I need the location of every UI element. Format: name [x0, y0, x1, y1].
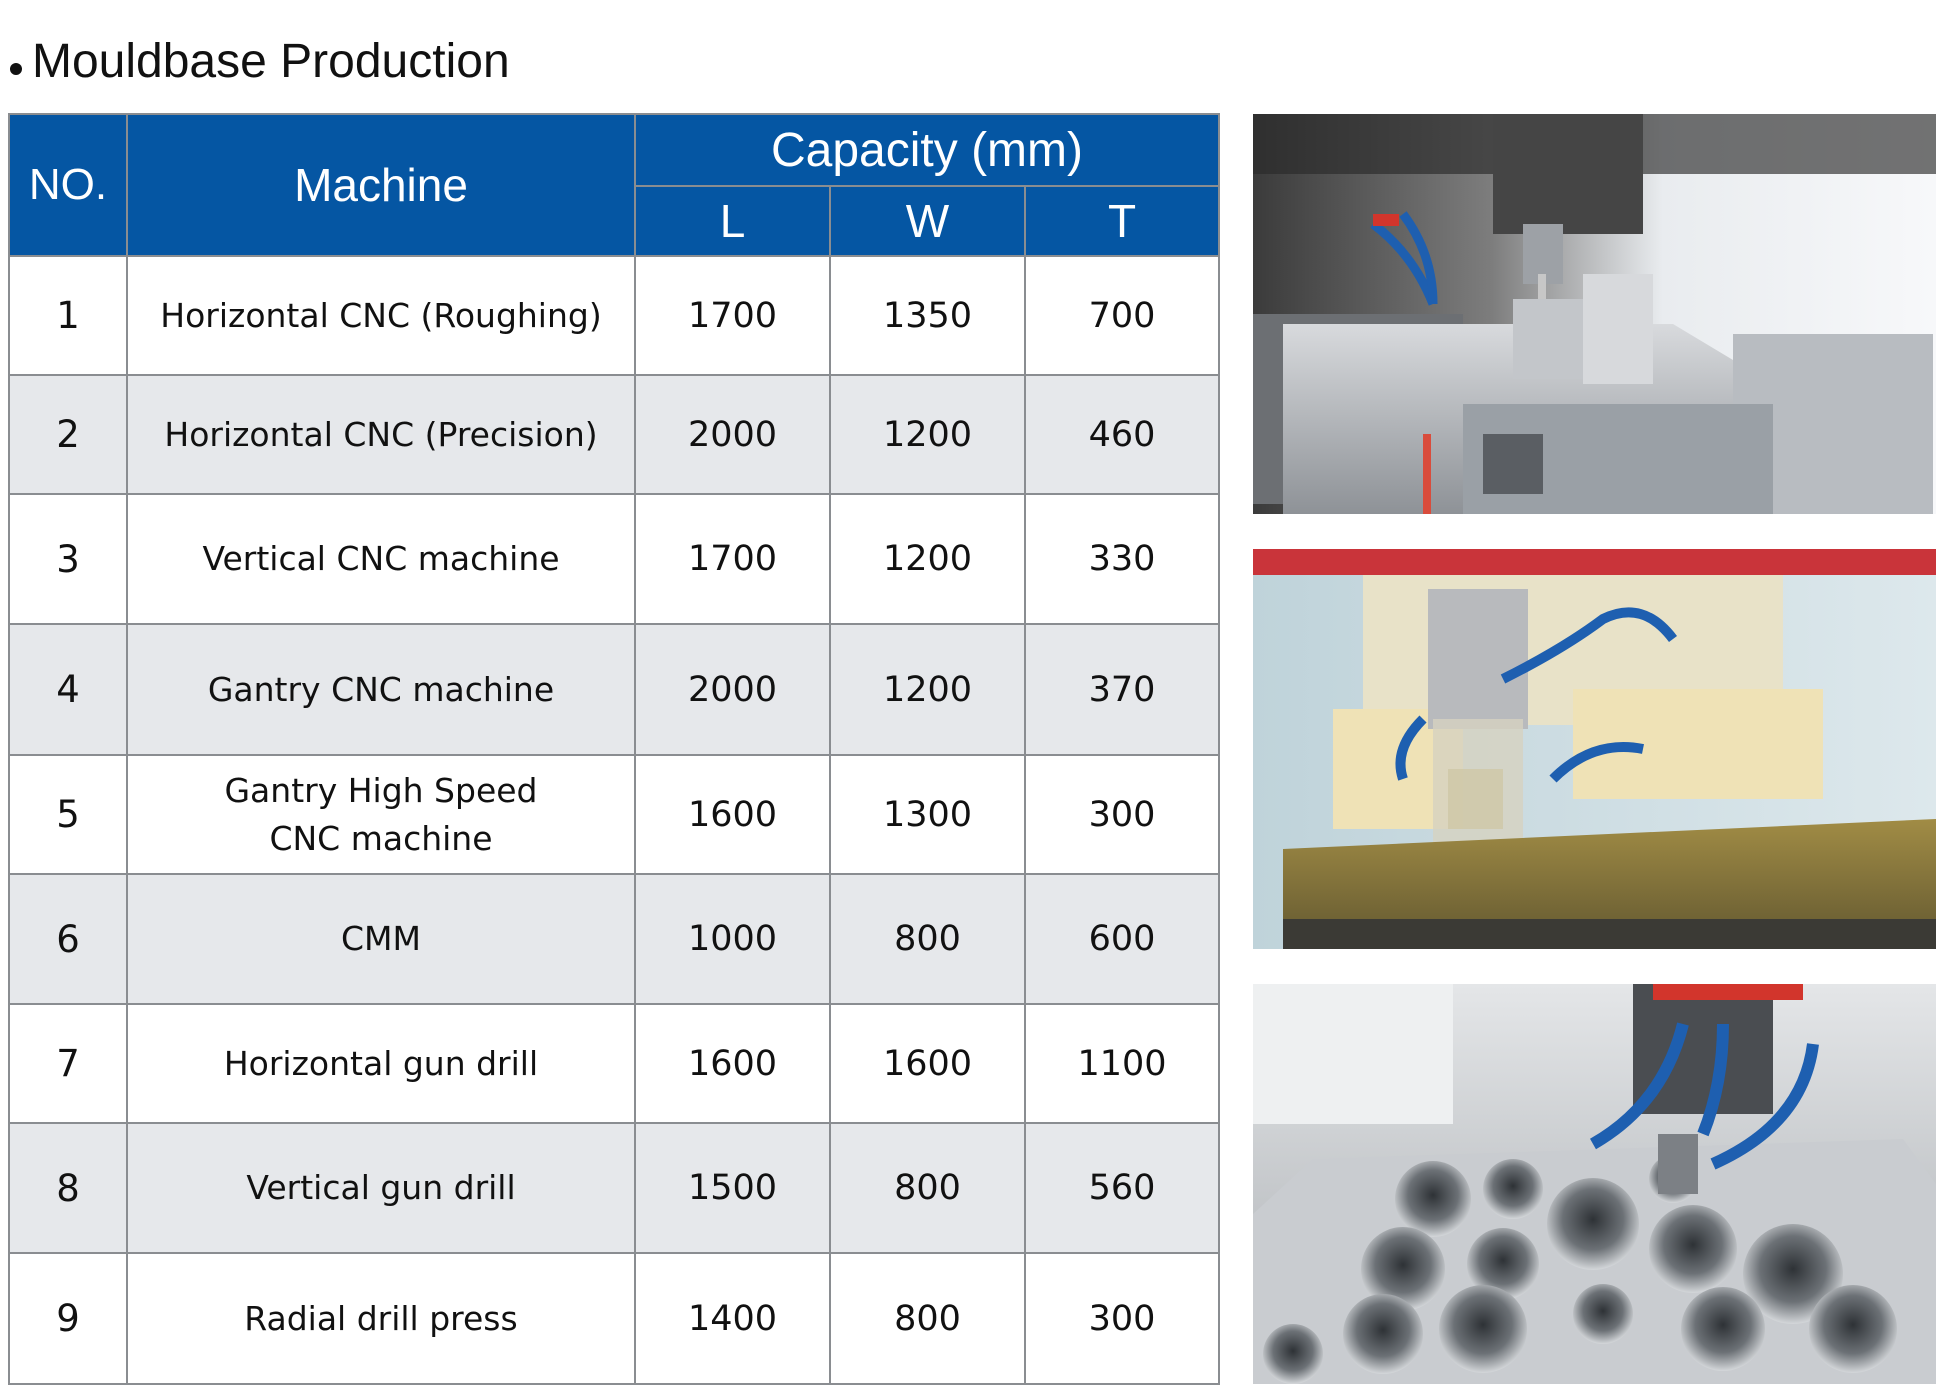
- capacity-l: 1500: [634, 1122, 831, 1254]
- machine-name: Horizontal gun drill: [126, 1003, 636, 1124]
- capacity-l: 1700: [634, 493, 831, 625]
- row-number: 9: [8, 1252, 128, 1385]
- table-row: 4 Gantry CNC machine 2000 1200 370: [8, 623, 1221, 756]
- header-machine: Machine: [126, 113, 636, 257]
- capacity-l: 2000: [634, 374, 831, 495]
- page-title-text: Mouldbase Production: [32, 35, 510, 88]
- gun-drilled-plate-photo: [1253, 984, 1936, 1384]
- machine-name: Vertical gun drill: [126, 1122, 636, 1254]
- capacity-l: 1000: [634, 873, 831, 1005]
- capacity-w: 1200: [829, 623, 1026, 756]
- table-row: 8 Vertical gun drill 1500 800 560: [8, 1122, 1221, 1254]
- header-thickness: T: [1023, 185, 1221, 257]
- capacity-l: 2000: [634, 623, 831, 756]
- capacity-w: 1300: [829, 754, 1026, 875]
- capacity-t: 300: [1023, 754, 1221, 875]
- machine-name: Horizontal CNC (Precision): [126, 374, 636, 495]
- capacity-l: 1600: [634, 1003, 831, 1124]
- capacity-l: 1600: [634, 754, 831, 875]
- capacity-t: 460: [1023, 374, 1221, 495]
- row-number: 5: [8, 754, 128, 875]
- capacity-t: 1100: [1023, 1003, 1221, 1124]
- capacity-w: 1200: [829, 374, 1026, 495]
- table-row: 9 Radial drill press 1400 800 300: [8, 1252, 1221, 1385]
- capacity-t: 370: [1023, 623, 1221, 756]
- header-no: NO.: [8, 113, 128, 257]
- row-number: 3: [8, 493, 128, 625]
- capacity-w: 800: [829, 1252, 1026, 1385]
- machine-name: Radial drill press: [126, 1252, 636, 1385]
- machine-name: Vertical CNC machine: [126, 493, 636, 625]
- capacity-t: 300: [1023, 1252, 1221, 1385]
- cnc-roughing-photo: [1253, 114, 1936, 514]
- row-number: 1: [8, 255, 128, 376]
- header-capacity: Capacity (mm): [633, 113, 1221, 187]
- capacity-t: 700: [1023, 255, 1221, 376]
- row-number: 4: [8, 623, 128, 756]
- row-number: 7: [8, 1003, 128, 1124]
- capacity-l: 1700: [634, 255, 831, 376]
- capacity-table: NO. Machine Capacity (mm) L W T 1 Horizo…: [8, 113, 1221, 1385]
- table-row: 6 CMM 1000 800 600: [8, 873, 1221, 1005]
- row-number: 6: [8, 873, 128, 1005]
- header-length: L: [634, 185, 831, 257]
- machine-name: Gantry High Speed CNC machine: [126, 754, 636, 875]
- capacity-t: 600: [1023, 873, 1221, 1005]
- table-row: 5 Gantry High Speed CNC machine 1600 130…: [8, 754, 1221, 875]
- capacity-w: 1200: [829, 493, 1026, 625]
- cnc-coolant-milling-photo: [1253, 549, 1936, 949]
- table-row: 3 Vertical CNC machine 1700 1200 330: [8, 493, 1221, 625]
- capacity-w: 1600: [829, 1003, 1026, 1124]
- table-row: 1 Horizontal CNC (Roughing) 1700 1350 70…: [8, 255, 1221, 376]
- page-title: Mouldbase Production: [10, 34, 510, 89]
- capacity-l: 1400: [634, 1252, 831, 1385]
- capacity-w: 800: [829, 873, 1026, 1005]
- table-row: 7 Horizontal gun drill 1600 1600 1100: [8, 1003, 1221, 1124]
- machine-name: Gantry CNC machine: [126, 623, 636, 756]
- capacity-w: 1350: [829, 255, 1026, 376]
- machine-name: CMM: [126, 873, 636, 1005]
- row-number: 2: [8, 374, 128, 495]
- capacity-t: 330: [1023, 493, 1221, 625]
- table-row: 2 Horizontal CNC (Precision) 2000 1200 4…: [8, 374, 1221, 495]
- capacity-w: 800: [829, 1122, 1026, 1254]
- header-width: W: [829, 185, 1026, 257]
- machine-name-line1: Gantry High Speed: [224, 770, 538, 810]
- machine-name-line2: CNC machine: [269, 818, 493, 858]
- capacity-t: 560: [1023, 1122, 1221, 1254]
- machine-name: Horizontal CNC (Roughing): [126, 255, 636, 376]
- bullet-icon: [10, 62, 22, 75]
- row-number: 8: [8, 1122, 128, 1254]
